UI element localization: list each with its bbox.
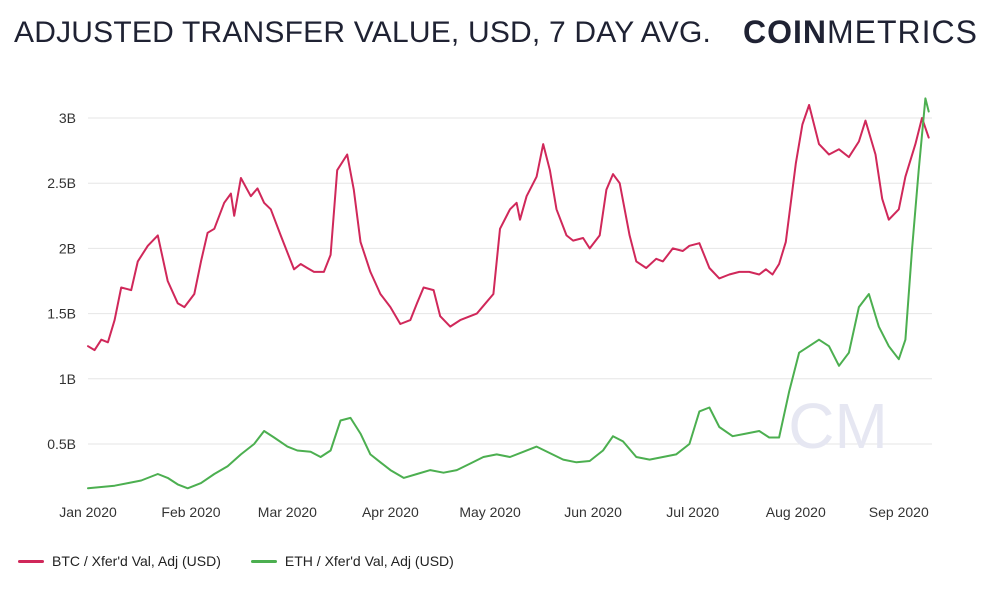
y-tick-label: 1.5B <box>47 306 76 322</box>
btc-series-line <box>87 104 930 352</box>
y-tick-label: 1B <box>59 371 76 387</box>
x-tick-label: Mar 2020 <box>258 504 317 520</box>
y-tick-label: 3B <box>59 110 76 126</box>
y-tick-label: 2.5B <box>47 175 76 191</box>
x-tick-label: Sep 2020 <box>869 504 929 520</box>
x-tick-label: Apr 2020 <box>362 504 419 520</box>
cm-watermark: CM <box>788 390 888 462</box>
chart-title: ADJUSTED TRANSFER VALUE, USD, 7 DAY AVG. <box>14 16 712 49</box>
x-tick-label: Jan 2020 <box>59 504 117 520</box>
coinmetrics-logo: COINMETRICS <box>743 14 978 51</box>
legend-item-eth[interactable]: ETH / Xfer'd Val, Adj (USD) <box>250 553 454 569</box>
btc-swatch <box>18 559 44 563</box>
y-axis: 3B 2.5B 2B 1.5B 1B 0.5B <box>47 110 76 452</box>
grid-lines <box>88 117 932 445</box>
eth-swatch <box>250 559 277 563</box>
eth-series-line <box>87 97 930 490</box>
x-tick-label: May 2020 <box>459 504 521 520</box>
x-axis: Jan 2020 Feb 2020 Mar 2020 Apr 2020 May 2020… <box>59 504 929 520</box>
x-tick-label: Aug 2020 <box>766 504 826 520</box>
series-layer <box>87 97 930 490</box>
legend-label-eth: ETH / Xfer'd Val, Adj (USD) <box>284 553 454 569</box>
x-tick-label: Jul 2020 <box>666 504 719 520</box>
legend-item-btc[interactable]: BTC / Xfer'd Val, Adj (USD) <box>18 553 221 569</box>
legend: BTC / Xfer'd Val, Adj (USD) ETH / Xfer'd… <box>18 553 454 569</box>
y-tick-label: 0.5B <box>47 436 76 452</box>
logo-light-part: METRICS <box>827 14 978 50</box>
y-tick-label: 2B <box>59 240 76 256</box>
watermark: CM <box>788 390 888 462</box>
logo-bold-part: COIN <box>743 14 827 50</box>
x-tick-label: Jun 2020 <box>564 504 622 520</box>
legend-label-btc: BTC / Xfer'd Val, Adj (USD) <box>52 553 221 569</box>
x-tick-label: Feb 2020 <box>161 504 220 520</box>
